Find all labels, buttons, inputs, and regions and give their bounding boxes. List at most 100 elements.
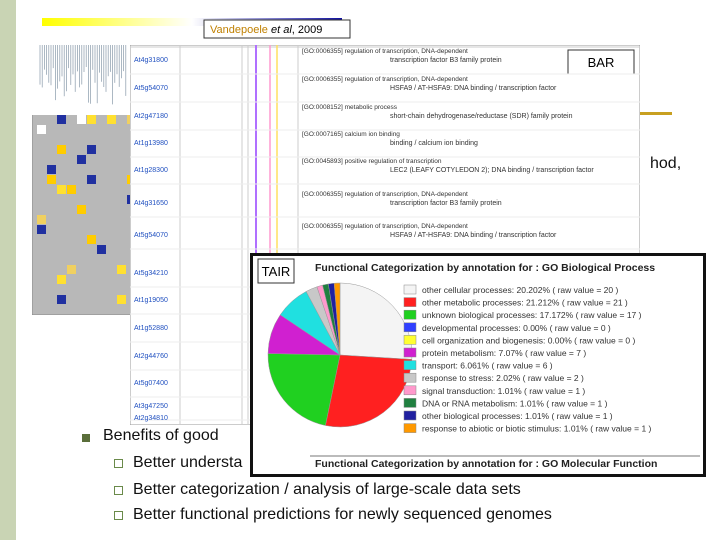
gene-id: At4g31650: [134, 200, 168, 207]
legend-swatch: [403, 398, 417, 408]
legend-label: cell organization and biogenesis: 0.00% …: [422, 335, 636, 345]
go-term: [GO:0006355] regulation of transcription…: [302, 76, 468, 83]
gene-id: At5g54070: [134, 232, 168, 239]
go-term: [GO:0006355] regulation of transcription…: [302, 223, 468, 230]
legend-label: other metabolic processes: 21.212% ( raw…: [422, 298, 628, 308]
gene-id: At1g28300: [134, 167, 168, 174]
heatmap-cell: [57, 275, 66, 284]
heatmap-cell: [77, 115, 86, 124]
heatmap-cell: [117, 295, 126, 304]
chart-subtitle: Functional Categorization by annotation …: [315, 458, 657, 470]
gene-id: At3g47250: [134, 403, 168, 410]
heatmap-cell: [117, 265, 126, 274]
legend-swatch: [403, 360, 417, 370]
legend-label: signal transduction: 1.01% ( raw value =…: [422, 386, 585, 396]
go-term-text: [GO:0006355] regulation of transcription…: [302, 76, 468, 83]
bullet-text: Better functional predictions for newly …: [133, 506, 552, 523]
heatmap-cell: [67, 185, 76, 194]
go-term-text: [GO:0045893] positive regulation of tran…: [302, 158, 442, 165]
pie-slice: [333, 282, 341, 356]
gene-id: At1g19050: [134, 297, 168, 304]
heatmap-cell: [87, 145, 96, 154]
bullet-text: Better understa: [133, 454, 243, 471]
gene-id: At5g34210: [134, 270, 168, 277]
legend-swatch: [403, 335, 417, 345]
gene-id: At2g47180: [134, 113, 168, 120]
gene-id: At2g44760: [134, 353, 168, 360]
legend-label: developmental processes: 0.00% ( raw val…: [422, 323, 611, 333]
legend-swatch: [403, 347, 417, 358]
legend-label: DNA or RNA metabolism: 1.01% ( raw value…: [422, 398, 608, 408]
heatmap-cell: [47, 165, 56, 174]
go-term: [GO:0006355] regulation of transcription…: [302, 48, 468, 55]
heatmap-cell: [77, 155, 86, 164]
heatmap-cell: [37, 215, 46, 224]
gene-id: At1g52880: [134, 325, 168, 332]
heatmap-cell: [57, 145, 66, 154]
heatmap-cell: [87, 115, 96, 124]
go-term-text: [GO:0006355] regulation of transcription…: [302, 48, 468, 55]
legend-label: unknown biological processes: 17.172% ( …: [422, 310, 642, 320]
heatmap-cell: [57, 185, 66, 194]
description: HSFA9 / AT-HSFA9: DNA binding / transcri…: [390, 85, 557, 92]
heatmap-cell: [47, 175, 56, 184]
gene-id: At5g07400: [134, 380, 168, 387]
go-term-text: [GO:0006355] regulation of transcription…: [302, 223, 468, 230]
go-term: [GO:0045893] positive regulation of tran…: [302, 158, 442, 165]
description: short-chain dehydrogenase/reductase (SDR…: [390, 113, 573, 120]
go-term: [GO:0006355] regulation of transcription…: [302, 191, 468, 198]
bullet-text: Benefits of good: [103, 427, 219, 444]
legend-swatch: [403, 322, 417, 333]
heatmap-cell: [107, 115, 116, 124]
gene-id: At5g54070: [134, 85, 168, 92]
gene-id: At4g31800: [134, 57, 168, 64]
heatmap-cell: [87, 235, 96, 244]
legend-swatch: [403, 423, 417, 433]
pie-slice: [325, 354, 413, 428]
heatmap-cell: [57, 115, 66, 124]
bullet-icon: [82, 434, 90, 442]
gene-id: At1g13980: [134, 140, 168, 147]
pie-slice: [267, 353, 341, 426]
legend-label: protein metabolism: 7.07% ( raw value = …: [422, 348, 586, 358]
gene-id: At2g34810: [134, 415, 168, 422]
tair-label: TAIR: [262, 264, 291, 279]
bullet-icon: [114, 459, 123, 468]
accent-line: [620, 112, 672, 115]
description: transcription factor B3 family protein: [390, 57, 502, 64]
go-term-text: [GO:0008152] metabolic process: [302, 104, 398, 111]
description: HSFA9 / AT-HSFA9: DNA binding / transcri…: [390, 232, 557, 239]
bullet-icon: [114, 511, 123, 520]
text-fragment: hod,: [650, 155, 682, 172]
legend-swatch: [403, 410, 417, 421]
side-strip: [0, 0, 16, 540]
legend-label: response to abiotic or biotic stimulus: …: [422, 424, 652, 434]
legend-label: response to stress: 2.02% ( raw value = …: [422, 373, 584, 383]
legend-swatch: [403, 297, 417, 307]
heatmap-cell: [37, 225, 46, 234]
tair-image: TAIR Functional Categorization by annota…: [250, 253, 706, 477]
chart-title: Functional Categorization by annotation …: [315, 262, 655, 274]
go-term: [GO:0008152] metabolic process: [302, 104, 398, 111]
heatmap-cell: [97, 245, 106, 254]
legend-swatch: [403, 372, 417, 383]
legend-label: other biological processes: 1.01% ( raw …: [422, 411, 613, 421]
heatmap-cell: [37, 125, 46, 134]
legend-label: transport: 6.061% ( raw value = 6 ): [422, 361, 553, 371]
legend-label: other cellular processes: 20.202% ( raw …: [422, 285, 618, 295]
heatmap-cell: [67, 265, 76, 274]
heatmap-cell: [87, 175, 96, 184]
description: binding / calcium ion binding: [390, 140, 478, 147]
bullet-text: Better categorization / analysis of larg…: [133, 481, 521, 498]
description: transcription factor B3 family protein: [390, 200, 502, 207]
heatmap-cell: [57, 295, 66, 304]
go-term-text: [GO:0006355] regulation of transcription…: [302, 191, 468, 198]
heatmap-cell: [77, 205, 86, 214]
legend-swatch: [403, 309, 417, 320]
go-term: [GO:0007165] calcium ion binding: [302, 131, 400, 138]
go-term-text: [GO:0007165] calcium ion binding: [302, 131, 400, 138]
bar-label: BAR: [588, 55, 615, 70]
legend-swatch: [403, 385, 417, 396]
bullet-icon: [114, 486, 123, 495]
